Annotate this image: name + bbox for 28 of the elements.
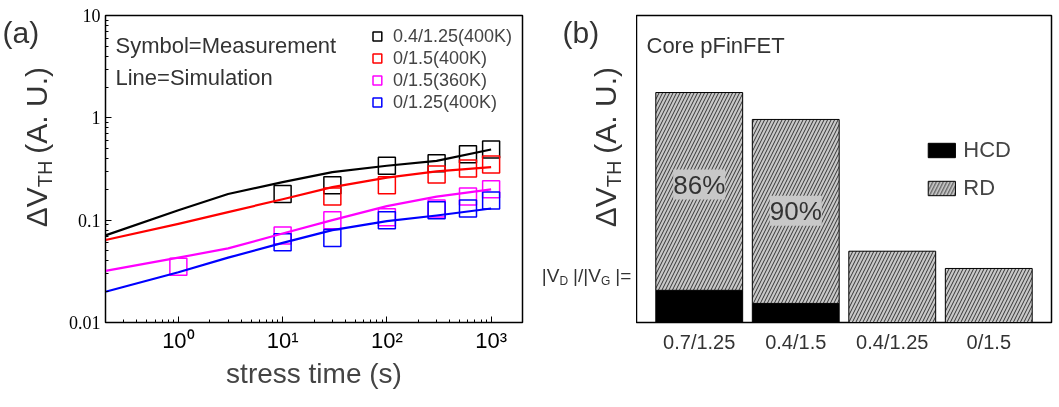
annotation: Line=Simulation [115, 65, 273, 90]
legend-label: HCD [963, 136, 1011, 163]
chart-title: (a) [2, 15, 40, 49]
legend-label: 0/1.5(360K) [392, 69, 487, 91]
x-tick-label: 10⁰ [162, 327, 195, 353]
y-tick-label: 10 [82, 6, 101, 26]
legend-label: 0.4/1.25(400K) [392, 25, 512, 47]
annotation: 90% [769, 195, 822, 226]
annotation: Symbol=Measurement [115, 33, 337, 58]
x-tick-label: 10¹ [266, 327, 299, 353]
y-tick-label: 0.01 [69, 313, 101, 333]
x-tick-label: 0/1.5 [966, 330, 1012, 353]
x-tick-label: 10³ [475, 327, 508, 353]
legend-label: 0/1.5(400K) [392, 47, 487, 69]
x-tick-label: 0.4/1.25 [856, 330, 929, 353]
x-axis-title: stress time (s) [226, 357, 402, 389]
annotation: 86% [673, 169, 726, 200]
y-axis-title: ΔVTH (A. U.) [20, 67, 56, 228]
x-tick-label: 10² [370, 327, 403, 353]
chart-title: (b) [562, 15, 600, 49]
y-tick-label: 1 [91, 108, 101, 129]
x-tick-label: 0.7/1.25 [663, 330, 736, 353]
x-tick-label: 0.4/1.5 [765, 330, 827, 353]
legend-label: 0/1.25(400K) [392, 91, 497, 113]
legend-label: RD [963, 174, 996, 201]
text: Core pFinFET [646, 33, 785, 58]
y-axis-title: ΔVTH (A. U.) [589, 67, 625, 228]
y-tick-label: 0.1 [78, 210, 101, 231]
